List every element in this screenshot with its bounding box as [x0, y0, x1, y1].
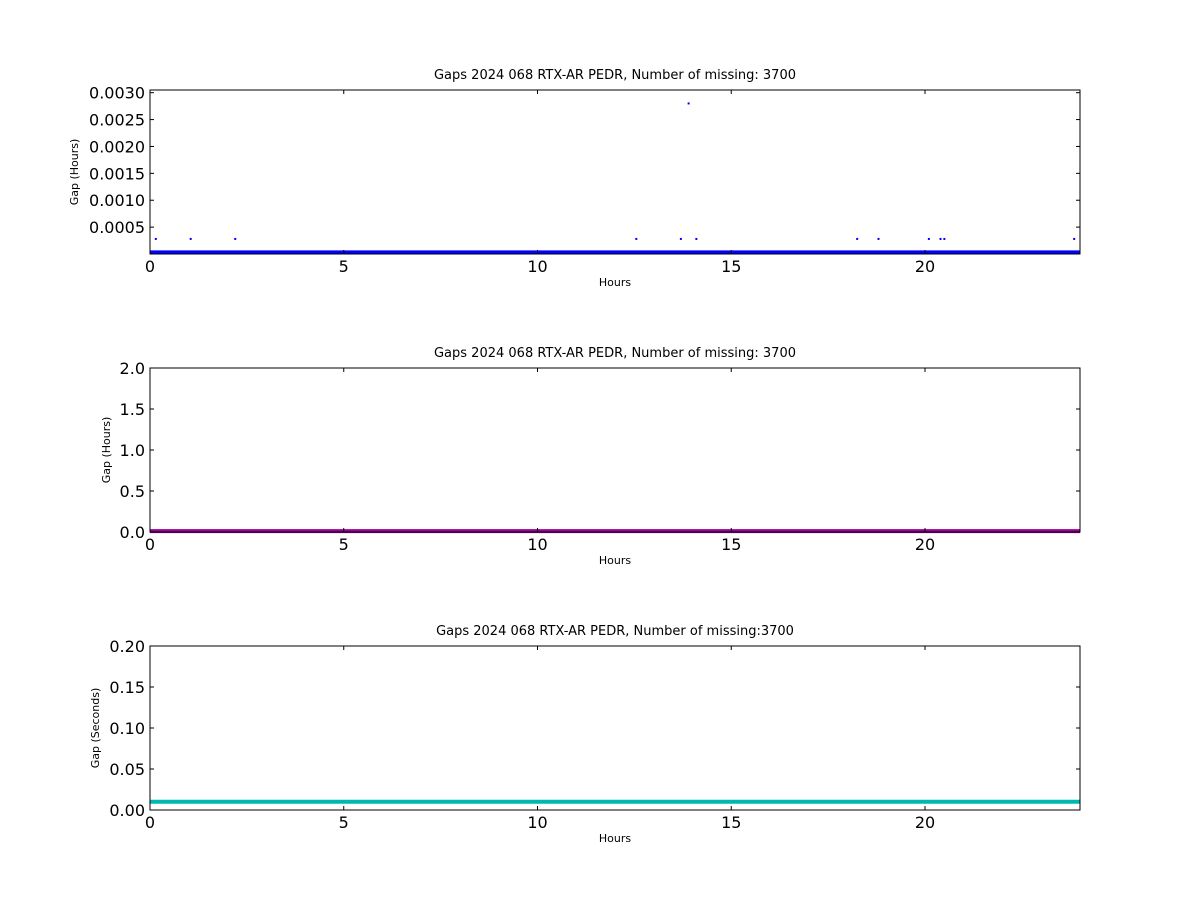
- x-tick-label: 15: [721, 535, 741, 554]
- x-axis-label: Hours: [599, 276, 631, 289]
- x-tick-label: 15: [721, 257, 741, 276]
- y-tick-label: 0.05: [109, 760, 145, 779]
- chart-panel-2: Gaps 2024 068 RTX-AR PEDR, Number of mis…: [100, 346, 1081, 567]
- y-tick-label: 2.0: [120, 359, 145, 378]
- y-tick-label: 0.15: [109, 678, 145, 697]
- y-tick-label: 0.5: [120, 482, 145, 501]
- x-tick-label: 15: [721, 813, 741, 832]
- x-axis-label: Hours: [599, 554, 631, 567]
- y-tick-label: 0.20: [109, 637, 145, 656]
- x-tick-label: 10: [527, 535, 547, 554]
- data-point: [695, 237, 698, 240]
- x-tick-label: 20: [915, 535, 935, 554]
- data-point: [877, 237, 880, 240]
- y-tick-label: 0.10: [109, 719, 145, 738]
- data-point: [635, 237, 638, 240]
- x-tick-label: 5: [339, 813, 349, 832]
- y-tick-label: 0.0025: [89, 111, 145, 130]
- chart-title: Gaps 2024 068 RTX-AR PEDR, Number of mis…: [436, 624, 794, 639]
- y-tick-label: 0.0010: [89, 191, 145, 210]
- y-axis-label: Gap (Hours): [68, 139, 81, 206]
- plot-frame: [149, 89, 1081, 255]
- y-tick-label: 0.0030: [89, 84, 145, 103]
- data-point: [943, 237, 946, 240]
- data-point: [1073, 237, 1076, 240]
- y-axis-label: Gap (Seconds): [89, 688, 102, 769]
- y-tick-label: 0.0015: [89, 164, 145, 183]
- x-tick-label: 10: [527, 257, 547, 276]
- chart-panel-3: Gaps 2024 068 RTX-AR PEDR, Number of mis…: [89, 624, 1081, 845]
- y-tick-label: 0.0020: [89, 137, 145, 156]
- data-point: [234, 237, 237, 240]
- x-tick-label: 0: [145, 257, 155, 276]
- y-tick-label: 1.0: [120, 441, 145, 460]
- chart-panel-1: Gaps 2024 068 RTX-AR PEDR, Number of mis…: [68, 68, 1081, 289]
- x-tick-label: 0: [145, 813, 155, 832]
- x-tick-label: 20: [915, 257, 935, 276]
- data-point: [939, 237, 942, 240]
- data-point: [154, 237, 157, 240]
- x-tick-label: 5: [339, 257, 349, 276]
- chart-title: Gaps 2024 068 RTX-AR PEDR, Number of mis…: [434, 346, 796, 361]
- x-tick-label: 0: [145, 535, 155, 554]
- x-tick-label: 5: [339, 535, 349, 554]
- data-point: [687, 102, 690, 105]
- y-tick-label: 0.0005: [89, 218, 145, 237]
- y-axis-label: Gap (Hours): [100, 417, 113, 484]
- data-point: [856, 237, 859, 240]
- y-tick-label: 0.0: [120, 523, 145, 542]
- x-tick-label: 10: [527, 813, 547, 832]
- data-point: [927, 237, 930, 240]
- data-point: [679, 237, 682, 240]
- x-axis-label: Hours: [599, 832, 631, 845]
- x-tick-label: 20: [915, 813, 935, 832]
- data-point: [189, 237, 192, 240]
- y-tick-label: 0.00: [109, 801, 145, 820]
- y-tick-label: 1.5: [120, 400, 145, 419]
- chart-title: Gaps 2024 068 RTX-AR PEDR, Number of mis…: [434, 68, 796, 83]
